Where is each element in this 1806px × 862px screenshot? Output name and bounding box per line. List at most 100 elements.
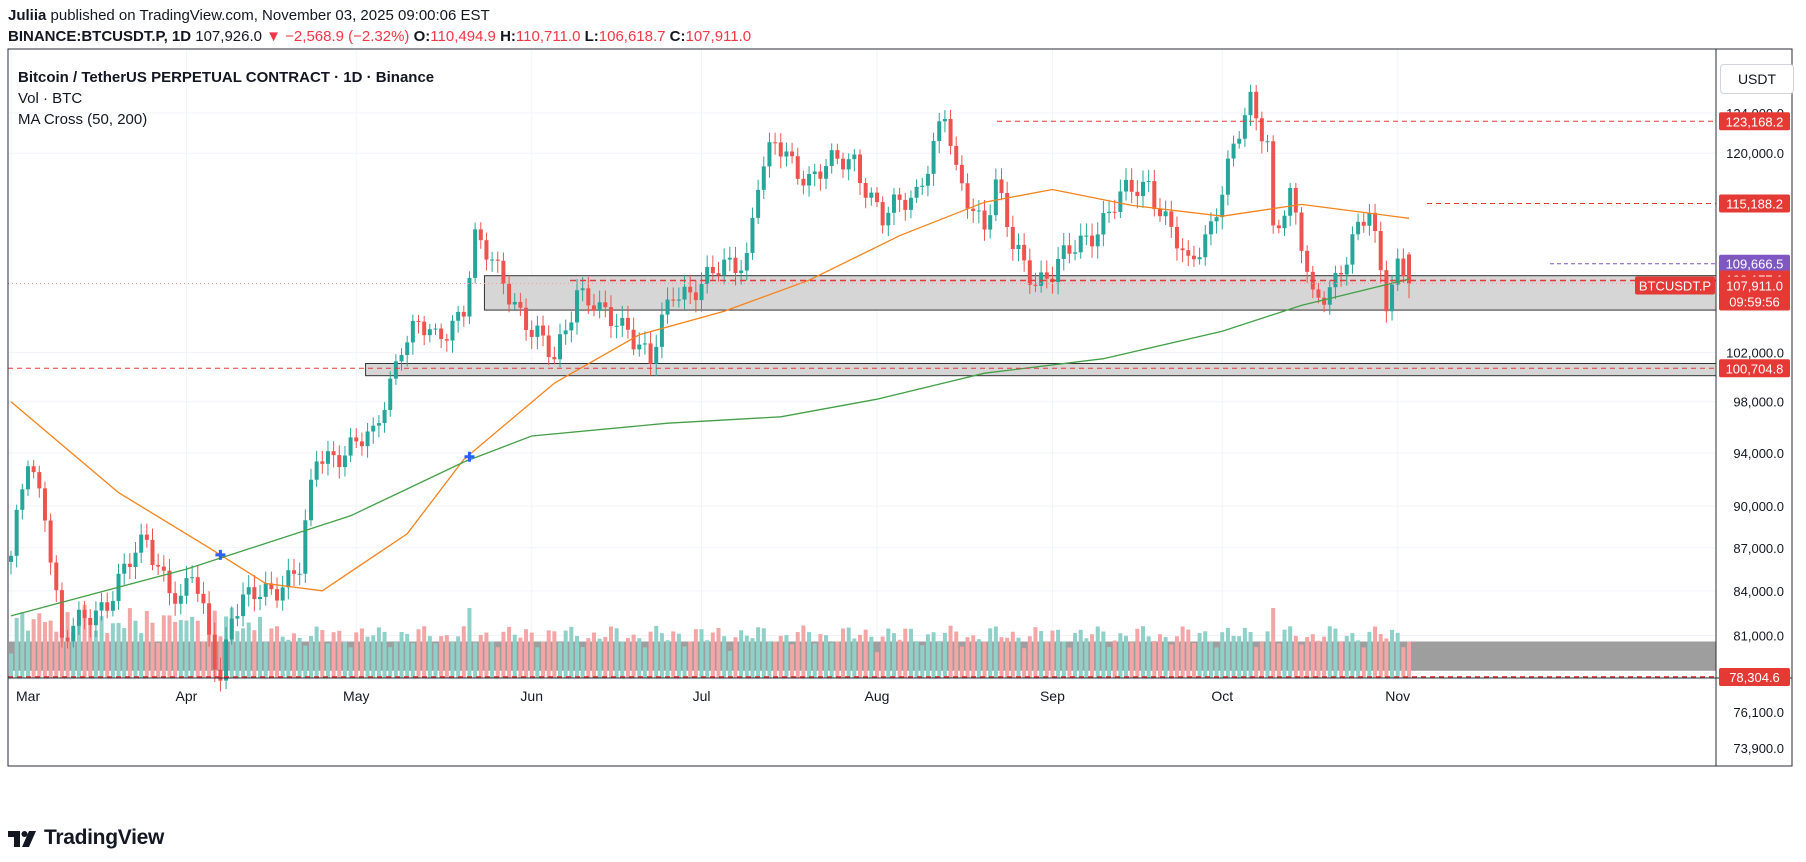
- volume-bar: [1316, 640, 1321, 678]
- volume-bar: [739, 630, 744, 678]
- volume-bar: [1135, 628, 1140, 678]
- candle-body: [416, 320, 421, 322]
- volume-bar: [1231, 635, 1236, 678]
- candle-body: [937, 121, 942, 141]
- volume-bar: [478, 634, 483, 678]
- candle-body: [722, 259, 727, 276]
- candle: [1084, 223, 1089, 246]
- candle: [1129, 168, 1134, 204]
- volume-bar: [501, 631, 506, 678]
- candle-body: [767, 142, 772, 167]
- candle: [54, 555, 59, 602]
- published-text: published on TradingView.com, November 0…: [50, 7, 490, 24]
- candle: [1316, 283, 1321, 304]
- candle: [1248, 84, 1253, 126]
- candle: [484, 232, 489, 271]
- candle: [444, 333, 449, 352]
- price-tick-label: 84,000.0: [1733, 584, 1784, 599]
- candle: [1220, 186, 1225, 230]
- volume-bar: [14, 617, 19, 678]
- candle-body: [1203, 234, 1208, 258]
- volume-bar: [416, 629, 421, 678]
- candle: [716, 261, 721, 282]
- candle: [852, 148, 857, 172]
- candle: [473, 222, 478, 284]
- candle-body: [133, 552, 138, 567]
- candle: [1231, 135, 1236, 167]
- volume-bar: [393, 642, 398, 678]
- candle: [1276, 219, 1281, 234]
- candle-body: [620, 317, 625, 326]
- candle-body: [1169, 211, 1174, 227]
- candle-body: [382, 409, 387, 424]
- candle-body: [110, 601, 115, 611]
- volume-bar: [625, 638, 630, 678]
- candle-body: [982, 210, 987, 230]
- candle-body: [1265, 141, 1270, 143]
- candle-body: [280, 587, 285, 601]
- volume-bar: [93, 630, 98, 678]
- volume-bar: [948, 625, 953, 678]
- candle: [31, 460, 36, 479]
- candle: [201, 581, 206, 614]
- volume-bar: [903, 628, 908, 678]
- candle: [308, 468, 313, 527]
- volume-bar: [275, 626, 280, 678]
- candle-body: [252, 587, 257, 600]
- candle-body: [325, 451, 330, 464]
- volume-bar: [1282, 629, 1287, 678]
- candle-body: [1384, 270, 1389, 312]
- ohlc-open: 110,494.9: [430, 28, 496, 45]
- candle-body: [976, 210, 981, 212]
- time-tick-label: Jun: [520, 688, 543, 704]
- volume-bar: [541, 641, 546, 678]
- volume-bar: [405, 633, 410, 678]
- candle-body: [563, 330, 568, 335]
- legend-title[interactable]: Bitcoin / TetherUS PERPETUAL CONTRACT · …: [18, 69, 435, 86]
- candle: [914, 179, 919, 203]
- candle-body: [1276, 225, 1281, 229]
- candle: [1271, 135, 1276, 234]
- volume-bar: [637, 638, 642, 678]
- candle-body: [1271, 141, 1276, 226]
- volume-bar: [1333, 628, 1338, 678]
- volume-bar: [1254, 647, 1259, 678]
- candle-body: [733, 257, 738, 274]
- candle-body: [954, 145, 959, 165]
- volume-bar: [303, 645, 308, 678]
- candle: [337, 445, 342, 479]
- time-tick-label: Apr: [176, 688, 198, 704]
- legend-volume[interactable]: Vol · BTC: [18, 90, 83, 107]
- candle-body: [1316, 289, 1321, 298]
- candle-body: [88, 617, 93, 626]
- volume-bar: [9, 653, 13, 678]
- volume-bar: [490, 641, 495, 678]
- volume-bar: [1305, 637, 1310, 678]
- candle: [665, 287, 670, 324]
- volume-bar: [461, 626, 466, 678]
- candle: [925, 165, 930, 197]
- candle-body: [1254, 91, 1259, 119]
- candle-body: [365, 431, 370, 447]
- volume-bar: [88, 625, 93, 678]
- legend-ma-cross[interactable]: MA Cross (50, 200): [18, 111, 148, 128]
- volume-bar: [959, 646, 964, 678]
- candle-body: [308, 479, 313, 521]
- volume-bar: [886, 628, 891, 678]
- symbol-quote-line: BINANCE:BTCUSDT.P, 1D 107,926.0 ▼ −2,568…: [8, 28, 751, 45]
- current-price-label: 109,666.5: [1726, 257, 1784, 272]
- currency-button[interactable]: USDT: [1720, 64, 1794, 94]
- volume-bar: [1378, 634, 1383, 678]
- volume-bar: [1203, 631, 1208, 678]
- candle: [42, 481, 47, 532]
- candle: [1073, 240, 1078, 261]
- candle-body: [1282, 215, 1287, 229]
- volume-bar: [467, 608, 472, 678]
- candle: [812, 163, 817, 187]
- candle: [427, 323, 432, 343]
- tradingview-logo[interactable]: TradingView: [8, 826, 164, 850]
- candle-body: [1118, 191, 1123, 212]
- candle-body: [201, 593, 206, 604]
- candle: [331, 441, 336, 468]
